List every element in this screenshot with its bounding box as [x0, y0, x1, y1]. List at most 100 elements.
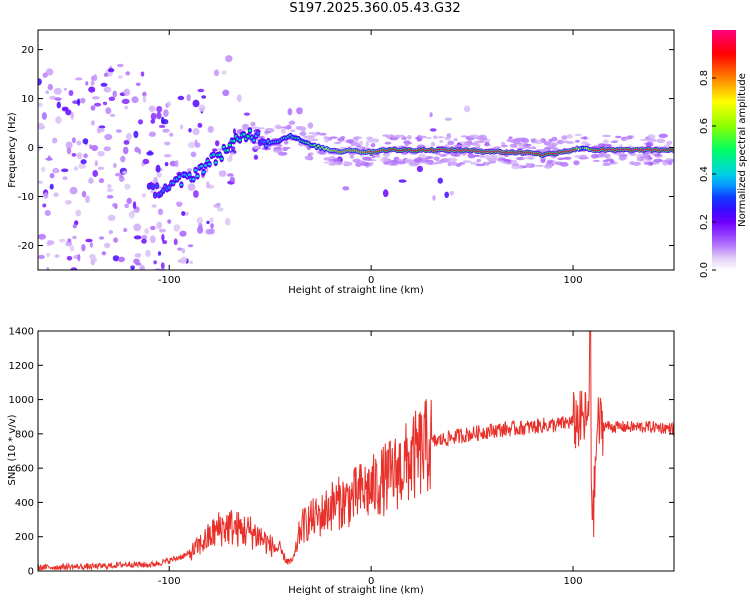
halo-blob: [555, 161, 564, 166]
snr-series-line: [38, 331, 674, 571]
noise-blob: [49, 173, 55, 179]
noise-blob: [227, 173, 234, 177]
halo-blob: [355, 163, 361, 166]
noise-blob: [59, 238, 66, 243]
noise-blob: [98, 178, 105, 184]
x-tick-label: 100: [564, 576, 583, 587]
ridge-core: [212, 153, 216, 156]
halo-blob: [603, 143, 612, 147]
noise-blob: [233, 128, 236, 135]
noise-blob: [125, 132, 132, 141]
noise-blob: [120, 155, 126, 163]
halo-blob: [639, 138, 650, 142]
noise-blob: [90, 105, 96, 111]
noise-blob: [108, 96, 116, 102]
halo-blob: [274, 124, 282, 130]
ridge-core: [238, 139, 242, 142]
halo-blob: [551, 136, 558, 142]
noise-blob: [156, 221, 163, 230]
snr-frame: [37, 330, 675, 572]
noise-blob: [147, 298, 151, 305]
halo-blob: [543, 164, 553, 169]
halo-blob: [513, 142, 522, 145]
noise-blob: [44, 210, 51, 216]
noise-blob: [65, 241, 73, 247]
halo-blob: [580, 136, 586, 140]
noise-blob: [141, 193, 147, 198]
noise-blob: [82, 138, 89, 145]
halo-blob: [250, 122, 255, 125]
halo-blob: [324, 138, 329, 143]
x-tick-label: -100: [158, 576, 181, 587]
halo-blob: [281, 128, 286, 134]
noise-blob: [162, 240, 168, 245]
noise-blob: [75, 77, 83, 81]
y-tick-label: 0: [28, 567, 34, 578]
halo-blob: [382, 152, 391, 158]
noise-blob: [83, 277, 90, 281]
halo-blob: [460, 135, 469, 138]
noise-blob: [125, 71, 130, 76]
noise-blob: [210, 223, 214, 229]
halo-blob: [647, 134, 656, 140]
noise-blob: [74, 301, 79, 308]
noise-blob: [128, 211, 135, 219]
noise-blob: [176, 203, 182, 208]
halo-blob: [543, 141, 551, 146]
halo-blob: [458, 162, 466, 165]
halo-blob: [357, 160, 366, 163]
noise-blob: [99, 236, 104, 240]
noise-blob: [112, 304, 119, 312]
noise-blob: [173, 224, 181, 232]
halo-blob: [653, 158, 664, 163]
noise-blob: [241, 123, 250, 131]
noise-blob: [449, 191, 454, 196]
y-tick-label: 0: [28, 143, 34, 154]
noise-blob: [61, 282, 66, 286]
halo-blob: [264, 133, 269, 136]
halo-blob: [648, 161, 654, 166]
halo-blob: [350, 143, 361, 146]
halo-blob: [509, 140, 514, 143]
halo-blob: [508, 136, 513, 140]
noise-blob: [69, 245, 75, 252]
noise-blob: [66, 255, 73, 261]
noise-blob: [42, 203, 47, 208]
noise-blob: [78, 163, 86, 169]
noise-blob: [229, 152, 235, 156]
y-tick-label: -10: [18, 192, 34, 203]
noise-blob: [101, 251, 107, 256]
halo-blob: [257, 127, 265, 130]
halo-blob: [626, 135, 633, 140]
noise-blob: [47, 306, 51, 313]
noise-blob: [68, 90, 74, 96]
halo-blob: [609, 160, 615, 164]
snr-x-axis: -100 0 100: [158, 331, 583, 587]
halo-blob: [510, 160, 517, 163]
halo-blob: [306, 137, 316, 142]
noise-blob: [103, 86, 112, 93]
noise-blob: [65, 200, 72, 205]
ridge-core: [214, 161, 218, 164]
halo-blob: [615, 135, 622, 139]
noise-blob: [112, 90, 117, 98]
ridge-core: [242, 133, 246, 136]
noise-blob: [53, 87, 62, 95]
noise-blob: [132, 201, 137, 210]
noise-blob: [164, 141, 171, 146]
ridge-core: [167, 186, 171, 189]
noise-blob: [104, 133, 113, 141]
halo-blob: [561, 135, 568, 140]
halo-blob: [656, 138, 666, 144]
noise-blob: [108, 306, 114, 314]
noise-blob: [152, 274, 156, 278]
noise-blob: [186, 168, 193, 173]
noise-blob: [43, 192, 49, 199]
snr-panel: -100 0 100 0 200 400 600 800 1000 1200 1400 Heigh…: [7, 327, 675, 596]
noise-blob: [142, 272, 146, 280]
noise-blob: [103, 146, 111, 152]
noise-blob: [54, 254, 60, 258]
noise-blob: [137, 294, 140, 300]
halo-blob: [527, 155, 534, 160]
